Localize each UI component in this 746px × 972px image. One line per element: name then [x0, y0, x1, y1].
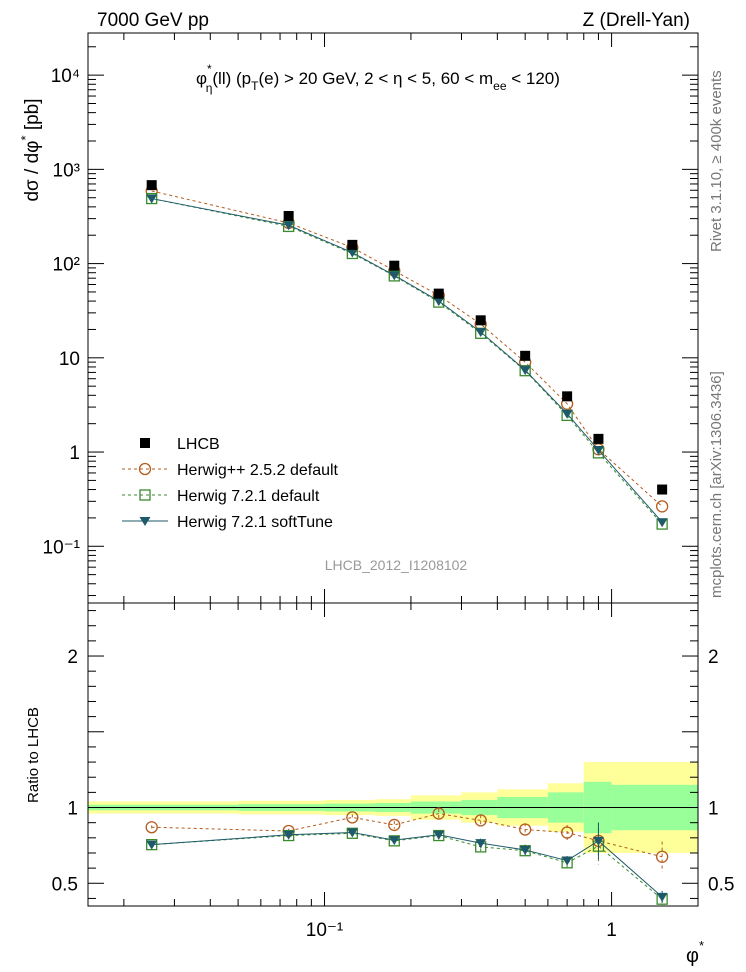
point-herwig-7-2-1-softtune [519, 366, 531, 376]
ratio-point-herwig-7-2-1-softtune [519, 845, 531, 855]
ratio-point-herwig-7-2-1-softtune [346, 828, 358, 838]
point-herwig-7-2-1-softtune [656, 518, 668, 528]
point-herwig-7-2-1-default [519, 365, 531, 377]
ratio-point-herwig-2-5-2-default [346, 811, 359, 824]
point-herwig-7-2-1-softtune [146, 194, 158, 204]
ratio-series [145, 807, 669, 906]
mcplots-label: mcplots.cern.ch [arXiv:1306.3436] [708, 371, 725, 598]
point-herwig-7-2-1-default [388, 270, 400, 282]
x-axis-label: φ* [686, 938, 704, 967]
legend-marker-herwig-7-2-1-default [139, 489, 151, 501]
top-y-tick-label: 1 [69, 443, 80, 464]
ratio-y-tick-label-right: 1 [708, 799, 719, 820]
ratio-point-herwig-7-2-1-softtune [283, 830, 295, 840]
ratio-point-herwig-7-2-1-softtune [475, 839, 487, 849]
point-lhcb [389, 260, 400, 271]
point-herwig-2-5-2-default [655, 500, 669, 513]
top-y-tick-label: 10⁻¹ [43, 537, 81, 558]
ratio-point-herwig-7-2-1-softtune [388, 836, 400, 846]
top-y-tick-label: 10 [59, 349, 80, 370]
analysis-watermark: LHCB_2012_I1208102 [325, 557, 468, 573]
line-herwig-7-2-1-default [151, 198, 663, 525]
ratio-point-herwig-7-2-1-softtune [656, 892, 668, 902]
plot-title: φ* η(ll) (pT(e) > 20 GeV, 2 < η < 5, 60 <… [196, 62, 560, 95]
axes: 10⁻¹ 1 10⁻¹ 1 10 10² 10³ 10⁴ 0.5 0.5 1 1 2 2 [43, 33, 734, 941]
rivet-label: Rivet 3.1.10, ≥ 400k events [708, 70, 725, 252]
top-y-tick-label: 10² [53, 255, 80, 276]
point-herwig-7-2-1-softtune [388, 271, 400, 281]
top-y-tick-label: 10³ [53, 160, 80, 181]
point-lhcb [593, 433, 604, 444]
point-lhcb [146, 180, 157, 191]
point-lhcb [433, 288, 444, 299]
header-left: 7000 GeV pp [97, 10, 209, 31]
ratio-point-herwig-7-2-1-softtune [592, 836, 604, 846]
legend-label-herwig-2-5-2-default: Herwig++ 2.5.2 default [177, 462, 339, 479]
ratio-point-herwig-2-5-2-default [519, 823, 532, 836]
point-lhcb [562, 391, 573, 402]
top-series [145, 180, 669, 530]
top-y-tick-label: 10⁴ [51, 66, 80, 87]
ratio-point-herwig-7-2-1-softtune [433, 830, 445, 840]
point-lhcb [347, 239, 358, 250]
line-herwig-7-2-1-softtune [151, 198, 663, 523]
ratio-point-herwig-2-5-2-default [388, 818, 401, 832]
top-y-axis-label: dσ / dφ* [pb] [18, 98, 43, 201]
point-lhcb [657, 484, 668, 495]
point-herwig-7-2-1-softtune [433, 297, 445, 307]
ratio-y-tick-label-right: 2 [708, 647, 719, 668]
ratio-point-herwig-2-5-2-default [560, 826, 574, 839]
legend-label-lhcb: LHCB [177, 436, 220, 453]
legend: LHCB Herwig++ 2.5.2 default Herwig 7.2.1 d… [122, 436, 339, 531]
ratio-point-herwig-2-5-2-default [655, 850, 669, 863]
ratio-point-herwig-7-2-1-softtune [561, 856, 573, 866]
x-tick-label: 1 [606, 920, 617, 941]
point-lhcb [475, 315, 486, 326]
x-tick-label: 10⁻¹ [306, 920, 344, 941]
point-herwig-7-2-1-softtune [592, 446, 604, 456]
point-herwig-7-2-1-softtune [283, 221, 295, 231]
ratio-panel-frame [87, 602, 699, 907]
ratio-y-tick-label: 1 [67, 799, 78, 820]
ratio-line-herwig-7-2-1-softtune [151, 832, 663, 898]
ratio-bands [88, 762, 698, 853]
legend-marker-herwig-7-2-1-softtune [139, 517, 151, 526]
ratio-point-herwig-2-5-2-default [145, 821, 158, 834]
legend-label-herwig-7-2-1-default: Herwig 7.2.1 default [177, 488, 320, 505]
ratio-point-herwig-7-2-1-default [388, 835, 400, 847]
point-herwig-7-2-1-softtune [561, 409, 573, 419]
legend-marker-lhcb [140, 438, 150, 448]
ratio-point-herwig-2-5-2-default [474, 814, 487, 827]
point-herwig-7-2-1-softtune [475, 327, 487, 337]
point-lhcb [283, 210, 294, 221]
point-herwig-7-2-1-softtune [346, 248, 358, 258]
ratio-y-axis-label: Ratio to LHCB [25, 707, 42, 803]
line-herwig-2-5-2-default [151, 190, 663, 507]
ratio-y-tick-label: 2 [67, 647, 78, 668]
ratio-point-herwig-2-5-2-default [432, 807, 445, 820]
point-lhcb [520, 350, 531, 361]
ratio-y-tick-label: 0.5 [52, 874, 78, 895]
ratio-line-herwig-2-5-2-default [151, 813, 663, 858]
ratio-point-herwig-7-2-1-softtune [146, 840, 158, 850]
legend-marker-herwig-2-5-2-default [138, 462, 152, 476]
ratio-y-tick-label-right: 0.5 [708, 874, 734, 895]
header-right: Z (Drell-Yan) [583, 10, 690, 31]
legend-label-herwig-7-2-1-softtune: Herwig 7.2.1 softTune [177, 514, 333, 531]
ratio-line-herwig-7-2-1-default [151, 832, 663, 900]
